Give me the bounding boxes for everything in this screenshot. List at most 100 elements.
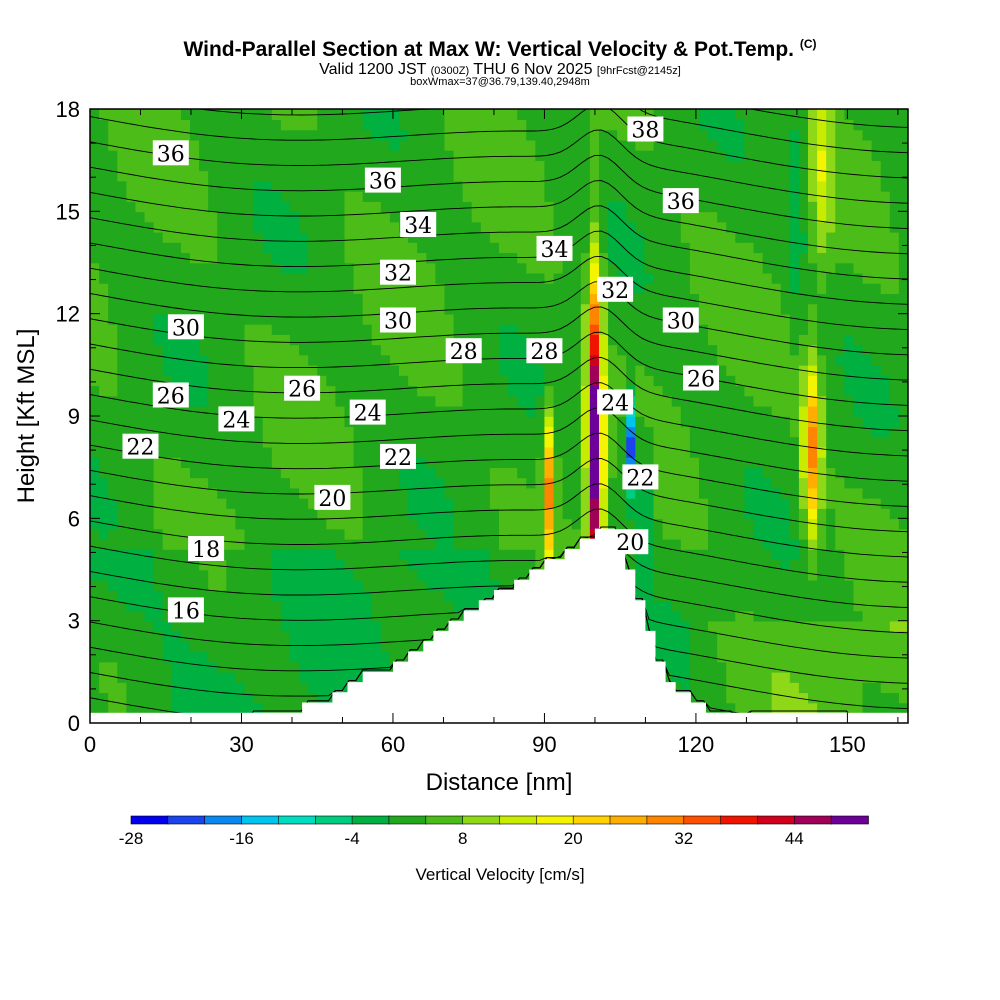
field-cell <box>508 282 518 294</box>
field-cell <box>808 508 818 520</box>
field-cell <box>499 487 509 499</box>
field-cell <box>244 242 255 254</box>
field-cell <box>335 528 346 540</box>
field-cell <box>680 211 691 223</box>
field-cell <box>408 354 418 366</box>
field-cell <box>462 139 473 151</box>
field-cell <box>480 262 491 274</box>
field-cell <box>99 620 109 632</box>
field-cell <box>653 149 664 161</box>
field-cell <box>708 395 718 407</box>
field-cell <box>698 518 709 530</box>
field-cell <box>789 416 800 428</box>
field-cell <box>662 262 673 274</box>
field-cell <box>371 630 382 642</box>
field-cell <box>726 242 737 254</box>
field-cell <box>144 528 155 540</box>
field-cell <box>598 242 609 254</box>
field-cell <box>635 170 646 182</box>
field-cell <box>90 508 100 520</box>
field-cell <box>808 129 818 141</box>
field-cell <box>435 293 446 305</box>
field-cell <box>389 651 400 663</box>
field-cell <box>517 293 528 305</box>
field-cell <box>153 589 164 601</box>
field-cell <box>171 354 182 366</box>
field-cell <box>144 139 155 151</box>
field-cell <box>735 436 746 448</box>
field-cell <box>399 139 409 151</box>
field-cell <box>489 160 500 172</box>
field-cell <box>426 610 437 622</box>
field-cell <box>426 160 437 172</box>
field-cell <box>626 170 637 182</box>
field-cell <box>580 149 591 161</box>
field-cell <box>162 303 173 315</box>
field-cell <box>644 201 655 213</box>
field-cell <box>608 119 618 131</box>
field-cell <box>108 282 119 294</box>
field-cell <box>99 477 109 489</box>
field-cell <box>244 272 255 284</box>
field-cell <box>735 446 746 458</box>
field-cell <box>717 323 728 335</box>
field-cell <box>180 405 191 417</box>
field-cell <box>680 456 691 468</box>
field-cell <box>289 354 300 366</box>
field-cell <box>598 119 609 131</box>
field-cell <box>153 416 164 428</box>
field-cell <box>835 119 846 131</box>
field-cell <box>726 518 737 530</box>
field-cell <box>798 630 809 642</box>
field-cell <box>444 426 455 438</box>
field-cell <box>762 528 773 540</box>
field-cell <box>289 692 300 704</box>
field-cell <box>499 272 509 284</box>
field-cell <box>762 538 773 550</box>
field-cell <box>626 242 637 254</box>
field-cell <box>426 282 437 294</box>
field-cell <box>217 334 228 346</box>
field-cell <box>117 190 128 202</box>
field-cell <box>671 344 682 356</box>
field-cell <box>453 518 464 530</box>
field-cell <box>171 201 182 213</box>
field-cell <box>199 682 209 694</box>
field-cell <box>517 426 528 438</box>
field-cell <box>780 436 791 448</box>
field-cell <box>608 180 618 192</box>
field-cell <box>708 620 718 632</box>
field-cell <box>380 293 391 305</box>
field-cell <box>189 641 200 653</box>
field-cell <box>208 272 219 284</box>
field-cell <box>271 395 282 407</box>
field-cell <box>199 600 209 612</box>
field-cell <box>571 518 582 530</box>
field-cell <box>171 446 182 458</box>
field-cell <box>553 456 564 468</box>
field-cell <box>153 170 164 182</box>
field-cell <box>517 518 528 530</box>
field-cell <box>762 467 773 479</box>
field-cell <box>199 702 209 714</box>
field-cell <box>208 702 219 714</box>
field-cell <box>689 385 700 397</box>
field-cell <box>371 456 382 468</box>
field-cell <box>199 569 209 581</box>
field-cell <box>589 313 600 325</box>
field-cell <box>162 559 173 571</box>
field-cell <box>499 323 509 335</box>
field-cell <box>535 303 546 315</box>
field-cell <box>571 313 582 325</box>
field-cell <box>153 620 164 632</box>
field-cell <box>335 293 346 305</box>
field-cell <box>226 385 237 397</box>
field-cell <box>526 160 537 172</box>
field-cell <box>435 119 446 131</box>
field-cell <box>90 682 100 694</box>
field-cell <box>726 426 737 438</box>
field-cell <box>526 436 537 448</box>
field-cell <box>380 436 391 448</box>
field-cell <box>135 354 146 366</box>
field-cell <box>189 426 200 438</box>
